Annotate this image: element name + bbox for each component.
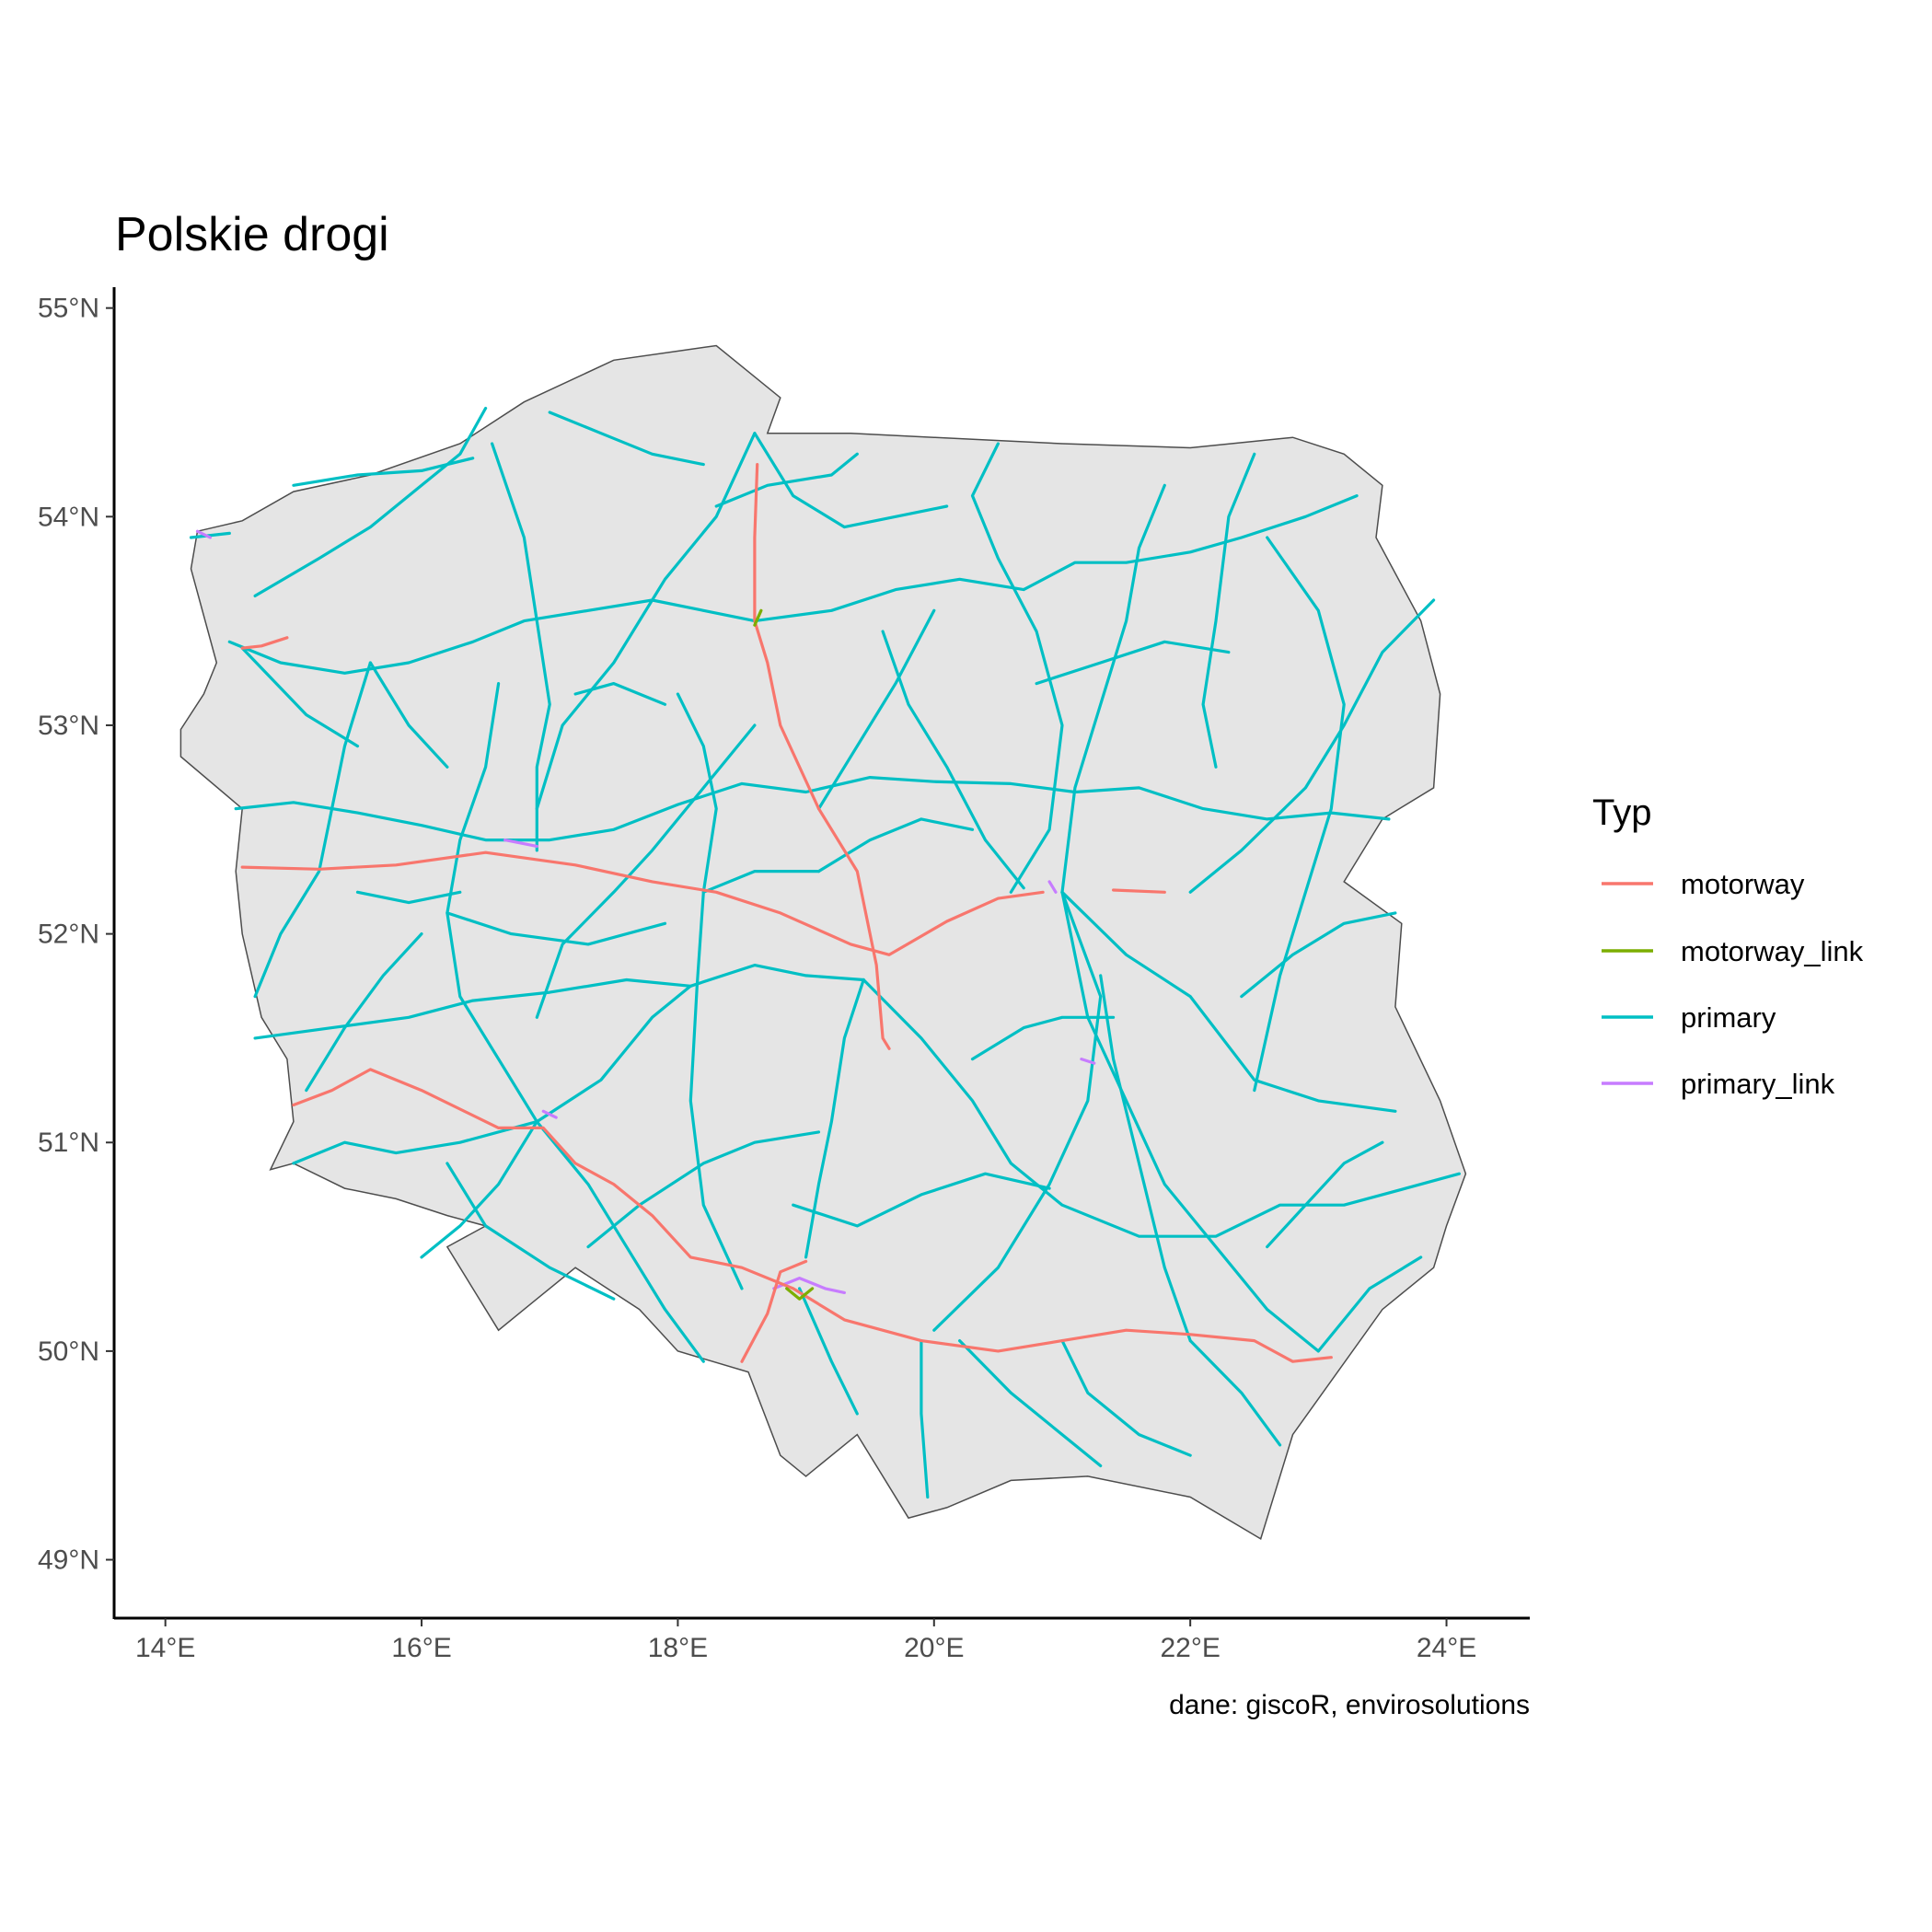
primary-road xyxy=(804,978,865,1259)
x-ticks: 14°E 16°E 18°E 20°E 22°E 24°E xyxy=(135,1618,1476,1663)
caption: dane: giscoR, envirosolutions xyxy=(1169,1690,1530,1720)
primary-road xyxy=(792,1172,1051,1228)
axes: 55°N 54°N 53°N 52°N 51°N 50°N 49°N 14°E 16°E 18°… xyxy=(38,287,1530,1663)
chart-title: Polskie drogi xyxy=(115,208,389,261)
legend-item-motorway-link: motorway_link xyxy=(1602,935,1864,967)
x-tick-label: 14°E xyxy=(135,1633,195,1663)
legend-label: primary xyxy=(1681,1001,1776,1034)
x-tick-label: 24°E xyxy=(1417,1633,1476,1663)
y-tick-label: 53°N xyxy=(38,711,99,741)
primary-road xyxy=(932,890,1103,1332)
primary-road xyxy=(798,1287,859,1416)
primary-road xyxy=(535,1120,705,1363)
primary-road xyxy=(240,646,360,748)
primary-road xyxy=(445,911,667,946)
roads-layer xyxy=(189,406,1461,1499)
x-tick-label: 20°E xyxy=(904,1633,964,1663)
primary-road xyxy=(970,1015,1116,1061)
primary-road xyxy=(292,457,475,487)
primary-road xyxy=(234,776,1391,842)
y-tick-label: 52°N xyxy=(38,920,99,950)
primary-road xyxy=(189,531,231,539)
motorway-link-road xyxy=(785,1287,815,1301)
primary-road xyxy=(227,494,1359,675)
primary-road xyxy=(1316,1255,1423,1353)
y-tick-label: 50°N xyxy=(38,1336,99,1367)
legend-item-primary: primary xyxy=(1602,1001,1776,1034)
primary-road xyxy=(586,1130,821,1249)
legend-item-primary-link: primary_link xyxy=(1602,1068,1835,1100)
y-tick-label: 51°N xyxy=(38,1128,99,1158)
motorway-road xyxy=(240,850,1045,956)
primary-link-road xyxy=(541,1109,558,1119)
primary-road xyxy=(1060,1339,1192,1457)
primary-road xyxy=(355,890,462,905)
primary-road xyxy=(676,692,744,1290)
motorway-road xyxy=(240,636,289,650)
legend-label: primary_link xyxy=(1681,1068,1835,1100)
primary-road xyxy=(445,1162,616,1301)
primary-road xyxy=(1201,452,1256,769)
primary-road xyxy=(253,406,488,597)
primary-road xyxy=(958,1339,1103,1468)
legend-label: motorway_link xyxy=(1681,935,1864,967)
primary-road xyxy=(920,1339,930,1499)
legend-title: Typ xyxy=(1592,792,1651,833)
primary-road xyxy=(1099,974,1192,1343)
primary-road xyxy=(881,630,1025,890)
motorway-road xyxy=(1112,888,1166,894)
primary-road xyxy=(535,723,757,1019)
primary-road xyxy=(1253,536,1346,1093)
x-tick-label: 18°E xyxy=(648,1633,708,1663)
primary-road xyxy=(816,608,936,811)
primary-road xyxy=(753,432,949,529)
motorway-road xyxy=(753,463,891,1050)
primary-road xyxy=(862,978,1461,1238)
primary-road xyxy=(420,1120,538,1259)
x-tick-label: 22°E xyxy=(1160,1633,1220,1663)
primary-road xyxy=(253,661,372,999)
primary-road xyxy=(548,411,705,467)
primary-link-road xyxy=(503,839,538,848)
y-tick-label: 55°N xyxy=(38,294,99,324)
primary-road xyxy=(491,442,551,852)
primary-road xyxy=(368,661,449,769)
primary-road xyxy=(714,452,859,508)
primary-road xyxy=(292,1120,538,1165)
y-ticks: 55°N 54°N 53°N 52°N 51°N 50°N 49°N xyxy=(38,294,114,1576)
primary-road xyxy=(573,682,667,706)
primary-road xyxy=(1060,890,1397,1113)
primary-road xyxy=(816,817,975,873)
legend-label: motorway xyxy=(1681,868,1805,900)
poland-outline xyxy=(179,344,1467,1541)
motorway-road xyxy=(292,1068,1333,1363)
primary-link-road xyxy=(195,529,212,539)
primary-road xyxy=(1188,1339,1282,1447)
map-panel xyxy=(179,344,1467,1541)
primary-road xyxy=(1240,911,1397,999)
primary-road xyxy=(1188,598,1436,894)
primary-road xyxy=(970,442,1064,894)
y-tick-label: 49°N xyxy=(38,1545,99,1576)
primary-road xyxy=(1266,1140,1384,1249)
motorway-link-road xyxy=(753,608,763,627)
primary-road xyxy=(1035,640,1231,686)
primary-link-road xyxy=(772,1277,846,1294)
primary-link-road xyxy=(1080,1058,1096,1065)
motorway-road xyxy=(740,1259,808,1363)
legend: Typ motorway motorway_link primary prima… xyxy=(1592,792,1864,1100)
primary-road xyxy=(1060,483,1166,894)
legend-item-motorway: motorway xyxy=(1602,868,1805,900)
primary-link-road xyxy=(1047,880,1058,894)
y-tick-label: 54°N xyxy=(38,502,99,532)
primary-road xyxy=(305,932,423,1093)
primary-road xyxy=(701,870,821,894)
primary-road xyxy=(253,978,692,1040)
x-tick-label: 16°E xyxy=(391,1633,451,1663)
